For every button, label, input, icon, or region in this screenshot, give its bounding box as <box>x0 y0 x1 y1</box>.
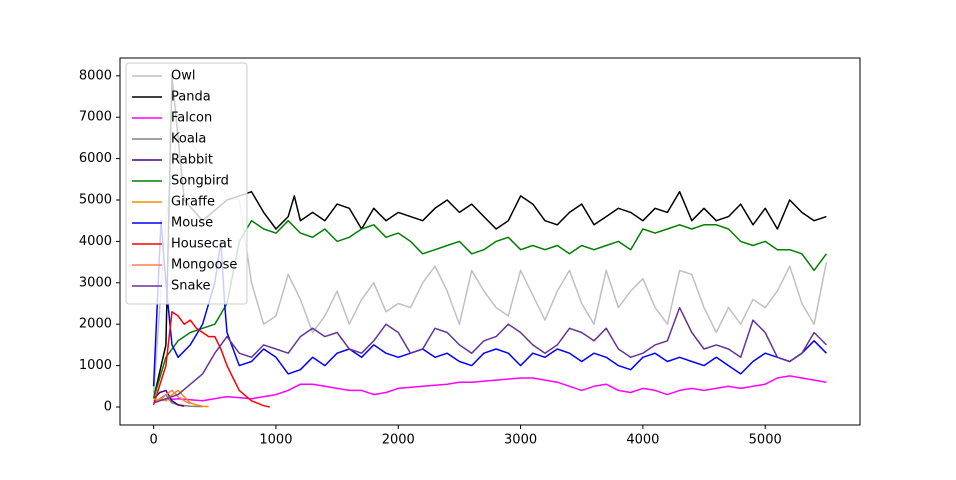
series-line <box>153 375 827 402</box>
y-tick-label: 6000 <box>79 151 112 166</box>
x-tick-label: 4000 <box>626 433 659 448</box>
x-tick-label: 2000 <box>382 433 415 448</box>
y-tick-label: 8000 <box>79 68 112 83</box>
series-line <box>152 311 270 408</box>
y-tick-label: 0 <box>104 399 112 414</box>
y-tick-label: 4000 <box>79 234 112 249</box>
y-tick-label: 1000 <box>79 358 112 373</box>
y-tick-label: 3000 <box>79 275 112 290</box>
legend-label: Housecat <box>171 237 232 252</box>
legend-label: Mongoose <box>171 258 237 273</box>
series-line <box>152 75 827 399</box>
plot-frame <box>119 57 861 426</box>
series-line <box>153 306 827 404</box>
y-tick-label: 7000 <box>79 110 112 125</box>
x-tick-label: 0 <box>149 433 157 448</box>
x-tick-label: 5000 <box>749 433 782 448</box>
legend-label: Koala <box>171 132 206 147</box>
series-line <box>152 219 828 399</box>
x-tick-label: 3000 <box>504 433 537 448</box>
y-tick-label: 2000 <box>79 317 112 332</box>
legend-label: Falcon <box>171 111 212 126</box>
x-tick-label: 1000 <box>259 433 292 448</box>
legend-label: Songbird <box>171 174 229 189</box>
series-line <box>153 389 185 407</box>
legend-label: Rabbit <box>171 153 213 168</box>
legend-label: Snake <box>171 279 211 294</box>
legend-label: Giraffe <box>171 195 215 210</box>
y-tick-label: 5000 <box>79 192 112 207</box>
legend-label: Mouse <box>171 216 213 231</box>
legend-label: Owl <box>171 69 195 84</box>
series-line <box>152 124 828 395</box>
legend-label: Panda <box>171 90 211 105</box>
